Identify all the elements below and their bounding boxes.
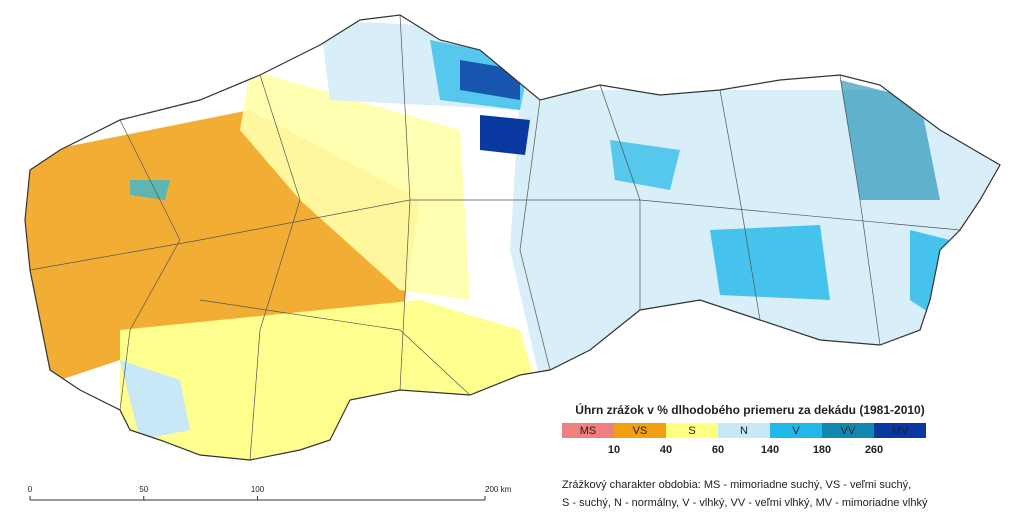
district-borders [29,14,961,461]
legend-title: Úhrn zrážok v % dlhodobého priemeru za d… [575,402,924,417]
scale-label: 100 [251,485,265,494]
legend-swatch [718,423,770,438]
scale-label: 50 [139,485,148,494]
legend-threshold: 10 [608,444,620,456]
legend-swatch [614,423,666,438]
legend-threshold: 180 [813,444,831,456]
scale-label: 200 km [485,485,512,494]
legend-label: S [688,425,695,437]
scale-bar: 0 50 100 200 km [28,485,512,501]
legend-label: VV [841,425,856,437]
legend-label: MS [580,425,597,437]
legend-swatch [666,423,718,438]
legend-threshold: 60 [712,444,724,456]
footnote: Zrážkový charakter obdobia: MS - mimoria… [562,479,911,491]
footnote: S - suchý, N - normálny, V - vlhký, VV -… [562,497,928,509]
legend-swatch [562,423,614,438]
legend-label: VS [633,425,648,437]
legend-threshold: 140 [761,444,779,456]
legend-swatch [822,423,874,438]
legend-label: N [740,425,748,437]
legend-swatch [874,423,926,438]
legend-swatch [770,423,822,438]
legend-label: V [792,425,800,437]
scale-label: 0 [28,485,33,494]
legend-threshold: 40 [660,444,672,456]
legend-threshold: 260 [865,444,883,456]
legend-label: MV [892,425,909,437]
